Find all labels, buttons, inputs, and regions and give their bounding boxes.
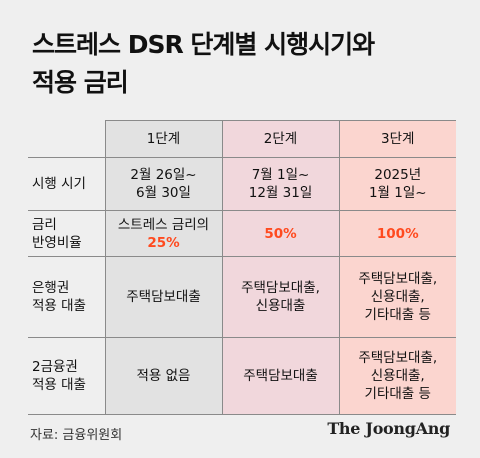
cell-stage-3: 주택담보대출, 신용대출, 기타대출 등 xyxy=(339,337,456,415)
row-label-line: 적용 대출 xyxy=(32,377,86,393)
title-line-1: 스트레스 DSR 단계별 시행시기와 xyxy=(32,30,375,59)
cell-stage-3: 주택담보대출, 신용대출, 기타대출 등 xyxy=(339,256,456,338)
cell-stage-2: 7월 1일~ 12월 31일 xyxy=(222,157,340,211)
row-label-line: 2금융권 xyxy=(32,359,78,375)
title-line-2: 적용 금리 xyxy=(32,68,129,97)
cell-line: 1월 1일~ xyxy=(368,185,427,201)
table-row-implementation-period: 시행 시기 2월 26일~ 6월 30일 7월 1일~ 12월 31일 2025… xyxy=(28,157,456,211)
header-stage-1: 1단계 xyxy=(105,120,223,158)
cell-stage-3: 100% xyxy=(339,210,456,257)
cell-line: 주택담보대출 xyxy=(243,368,318,384)
cell-line: 기타대출 등 xyxy=(364,307,431,323)
row-label-line: 적용 대출 xyxy=(32,298,86,314)
table-row-secondary-loans: 2금융권 적용 대출 적용 없음 주택담보대출 주택담보대출, 신용대출, 기타… xyxy=(28,337,456,415)
cell-line: 신용대출, xyxy=(370,368,425,384)
page-title: 스트레스 DSR 단계별 시행시기와 적용 금리 xyxy=(32,26,462,102)
cell-line: 2월 26일~ xyxy=(130,167,197,183)
header-corner xyxy=(28,120,106,158)
cell-stage-3: 2025년 1월 1일~ xyxy=(339,157,456,211)
cell-line: 주택담보대출, xyxy=(241,280,320,296)
header-stage-2: 2단계 xyxy=(222,120,340,158)
brand-logo: The JoongAng xyxy=(327,419,450,438)
dsr-stage-table: 1단계 2단계 3단계 시행 시기 2월 26일~ 6월 30일 7월 1일~ … xyxy=(28,120,456,415)
cell-line: 6월 30일 xyxy=(136,185,191,201)
cell-line: 2025년 xyxy=(374,167,422,183)
cell-line: 스트레스 금리의 xyxy=(117,216,210,233)
header-stage-3: 3단계 xyxy=(339,120,456,158)
cell-stage-1: 주택담보대출 xyxy=(105,256,223,338)
cell-line: 주택담보대출 xyxy=(126,289,201,305)
row-label: 은행권 적용 대출 xyxy=(28,256,106,338)
cell-stage-1: 스트레스 금리의 25% xyxy=(105,210,223,257)
cell-line: 주택담보대출, xyxy=(358,350,438,366)
table-row-rate-ratio: 금리 반영비율 스트레스 금리의 25% 50% 100% xyxy=(28,210,456,257)
cell-stage-2: 주택담보대출, 신용대출 xyxy=(222,256,340,338)
row-label: 시행 시기 xyxy=(28,157,106,211)
cell-line: 주택담보대출, xyxy=(358,271,438,287)
cell-line: 적용 없음 xyxy=(136,368,191,384)
highlight-value: 100% xyxy=(376,225,419,242)
cell-line: 기타대출 등 xyxy=(364,386,431,402)
highlight-value: 50% xyxy=(264,225,297,242)
row-label-line: 시행 시기 xyxy=(32,176,86,192)
table-header-row: 1단계 2단계 3단계 xyxy=(28,120,456,158)
row-label-line: 금리 xyxy=(32,216,57,233)
cell-stage-1: 적용 없음 xyxy=(105,337,223,415)
source-caption: 자료: 금융위원회 xyxy=(30,428,123,443)
cell-stage-2: 주택담보대출 xyxy=(222,337,340,415)
row-label: 2금융권 적용 대출 xyxy=(28,337,106,415)
table-row-bank-loans: 은행권 적용 대출 주택담보대출 주택담보대출, 신용대출 주택담보대출, 신용… xyxy=(28,256,456,338)
row-label-line: 은행권 xyxy=(32,280,70,296)
cell-line: 7월 1일~ xyxy=(251,167,310,183)
row-label: 금리 반영비율 xyxy=(28,210,106,257)
row-label-line: 반영비율 xyxy=(32,234,82,251)
cell-stage-2: 50% xyxy=(222,210,340,257)
cell-line: 신용대출, xyxy=(370,289,425,305)
cell-line: 신용대출 xyxy=(255,298,306,314)
cell-line: 12월 31일 xyxy=(248,185,313,201)
highlight-value: 25% xyxy=(147,234,180,251)
cell-stage-1: 2월 26일~ 6월 30일 xyxy=(105,157,223,211)
